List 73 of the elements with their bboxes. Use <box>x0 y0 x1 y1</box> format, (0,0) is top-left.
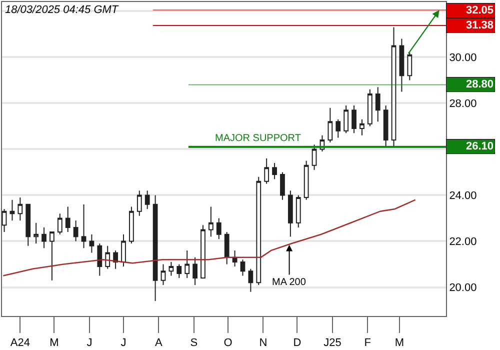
x-tick-label: A24 <box>10 337 30 350</box>
candlestick <box>18 197 23 222</box>
ref-line-label: 26.10 <box>466 140 494 152</box>
candlestick <box>10 199 15 222</box>
candlestick <box>200 224 206 279</box>
candlestick <box>192 256 198 286</box>
candlestick <box>280 172 285 200</box>
x-tick-label: M <box>50 337 59 350</box>
candlestick <box>240 259 246 276</box>
y-tick-label: 28.00 <box>449 98 477 110</box>
candlestick <box>367 88 372 127</box>
x-tick-label: J25 <box>324 337 342 350</box>
candlestick <box>176 264 182 279</box>
x-tick-label: A <box>155 337 164 350</box>
y-tick-label: 30.00 <box>449 52 477 64</box>
candlestick <box>312 144 317 170</box>
candlestick <box>57 213 62 235</box>
candlestick <box>81 204 86 249</box>
ref-line-label: 32.05 <box>466 4 494 16</box>
annotation: MA 200 <box>272 277 306 288</box>
x-tick-label: N <box>259 337 268 350</box>
x-tick-label: J <box>120 337 126 350</box>
line-series <box>2 199 416 276</box>
candlestick <box>360 118 364 136</box>
candlestick <box>328 107 333 143</box>
ref-line-label: 31.38 <box>466 20 494 32</box>
annotation: 18/03/2025 04:45 GMT <box>5 4 120 16</box>
candlestick <box>216 218 222 240</box>
y-tick-label: 22.00 <box>449 236 477 248</box>
candlestick <box>375 86 380 122</box>
y-tick-label: 20.00 <box>449 282 477 294</box>
candlestick <box>399 38 404 92</box>
candlestick <box>105 245 110 270</box>
x-tick-label: D <box>293 337 302 350</box>
candlestick <box>296 194 301 228</box>
candlestick <box>129 206 134 244</box>
x-tick-label: S <box>190 337 198 350</box>
candlestick <box>65 206 70 233</box>
candlestick <box>121 234 126 268</box>
candlestick <box>168 261 174 276</box>
candlestick <box>344 105 349 134</box>
candlestick <box>304 160 309 200</box>
candlestick <box>391 26 396 148</box>
candlestick <box>336 118 341 138</box>
candlestick <box>184 250 190 279</box>
y-tick-label: 24.00 <box>449 190 477 202</box>
candlestick <box>256 176 262 286</box>
candlestick <box>248 268 254 292</box>
x-tick-label: J <box>86 337 92 350</box>
candlestick <box>407 52 412 81</box>
candlestick <box>208 206 214 238</box>
candlestick <box>383 105 388 148</box>
candlestick <box>89 234 94 254</box>
x-tick-label: F <box>364 337 372 350</box>
candlestick <box>136 190 142 216</box>
candlestick <box>97 243 102 276</box>
candlestick <box>160 264 166 286</box>
candlestick <box>73 220 78 242</box>
candlestick <box>224 232 230 265</box>
candlestick <box>50 232 54 281</box>
candlestick <box>42 226 46 249</box>
candlestick <box>272 162 277 180</box>
annotation: MAJOR SUPPORT <box>215 133 301 144</box>
candlestick <box>152 194 158 302</box>
x-tick-label: M <box>394 337 404 350</box>
candlestick <box>264 158 270 184</box>
candlestick <box>144 190 150 210</box>
candlestick <box>26 204 31 246</box>
x-tick-label: O <box>224 337 233 350</box>
ref-line-label: 28.80 <box>466 78 494 90</box>
candlestick <box>288 190 293 238</box>
candlestick <box>352 105 356 134</box>
candlestick <box>34 222 39 244</box>
